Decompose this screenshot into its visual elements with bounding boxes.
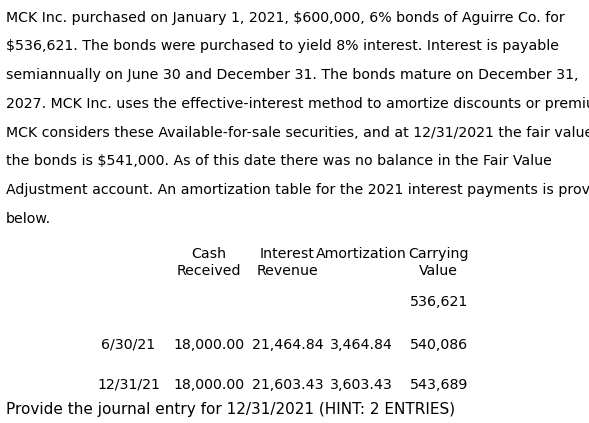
Text: 2027. MCK Inc. uses the effective-interest method to amortize discounts or premi: 2027. MCK Inc. uses the effective-intere… <box>6 97 589 111</box>
Text: $536,621. The bonds were purchased to yield 8% interest. Interest is payable: $536,621. The bonds were purchased to yi… <box>6 39 559 53</box>
Text: Received: Received <box>177 264 241 278</box>
Text: below.: below. <box>6 212 51 226</box>
Text: 543,689: 543,689 <box>409 378 468 392</box>
Text: 540,086: 540,086 <box>410 338 468 352</box>
Text: 18,000.00: 18,000.00 <box>174 338 244 352</box>
Text: Carrying: Carrying <box>409 247 469 261</box>
Text: MCK Inc. purchased on January 1, 2021, $600,000, 6% bonds of Aguirre Co. for: MCK Inc. purchased on January 1, 2021, $… <box>6 11 565 25</box>
Text: 3,464.84: 3,464.84 <box>330 338 392 352</box>
Text: Adjustment account. An amortization table for the 2021 interest payments is prov: Adjustment account. An amortization tabl… <box>6 183 589 197</box>
Text: semiannually on June 30 and December 31. The bonds mature on December 31,: semiannually on June 30 and December 31.… <box>6 68 578 82</box>
Text: Value: Value <box>419 264 458 278</box>
Text: Provide the journal entry for 12/31/2021 (HINT: 2 ENTRIES): Provide the journal entry for 12/31/2021… <box>6 402 455 417</box>
Text: 21,464.84: 21,464.84 <box>252 338 323 352</box>
Text: Amortization: Amortization <box>316 247 406 261</box>
Text: 18,000.00: 18,000.00 <box>174 378 244 392</box>
Text: Interest: Interest <box>260 247 315 261</box>
Text: 536,621: 536,621 <box>410 295 468 310</box>
Text: 12/31/21: 12/31/21 <box>97 378 160 392</box>
Text: the bonds is $541,000. As of this date there was no balance in the Fair Value: the bonds is $541,000. As of this date t… <box>6 154 552 168</box>
Text: Revenue: Revenue <box>257 264 318 278</box>
Text: Cash: Cash <box>191 247 227 261</box>
Text: 3,603.43: 3,603.43 <box>330 378 392 392</box>
Text: 6/30/21: 6/30/21 <box>101 338 155 352</box>
Text: 21,603.43: 21,603.43 <box>252 378 323 392</box>
Text: MCK considers these Available-for-sale securities, and at 12/31/2021 the fair va: MCK considers these Available-for-sale s… <box>6 126 589 140</box>
